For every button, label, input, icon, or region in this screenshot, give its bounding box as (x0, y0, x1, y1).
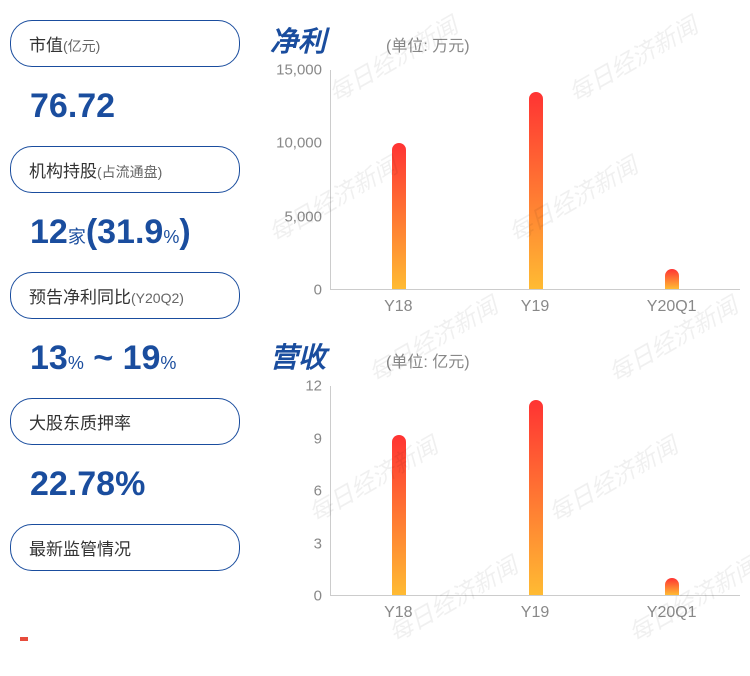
chart-title: 净利 (270, 20, 326, 60)
y-tick: 5,000 (284, 208, 322, 225)
chart-title: 营收 (270, 336, 326, 376)
stat-label: 预告净利同比 (29, 288, 131, 307)
stat-label: 最新监管情况 (29, 540, 131, 559)
y-tick: 12 (305, 378, 322, 395)
stat-value: 22.78% (10, 455, 240, 506)
stat-box-0: 市值(亿元) (10, 20, 240, 67)
y-tick: 9 (314, 430, 322, 447)
stat-label-sub: (亿元) (63, 38, 100, 54)
x-labels: Y18Y19Y20Q1 (330, 290, 740, 316)
stat-value: 12家(31.9%) (10, 203, 240, 254)
x-label: Y20Q1 (603, 298, 740, 316)
bar-2 (665, 269, 679, 289)
stat-label: 市值 (29, 36, 63, 55)
stat-value: 76.72 (10, 77, 240, 128)
y-tick: 10,000 (276, 135, 322, 152)
chart-header: 净利 (单位: 万元) (270, 20, 740, 60)
y-axis: 036912 (270, 386, 330, 596)
bar-1 (529, 92, 543, 289)
x-label: Y18 (330, 604, 467, 622)
bar-0 (392, 435, 406, 595)
bar-2 (665, 578, 679, 595)
chart-header: 营收 (单位: 亿元) (270, 336, 740, 376)
chart-area: 036912 (270, 386, 740, 596)
red-dash-marker (20, 637, 28, 641)
main-container: 市值(亿元) 76.72 机构持股(占流通盘) 12家(31.9%) 预告净利同比(Y2… (0, 0, 750, 662)
chart-unit: (单位: 万元) (386, 32, 470, 56)
chart-section-0: 净利 (单位: 万元) 0 5,000 10,000 15,000 Y18Y19Y20Q1 (270, 20, 740, 316)
stat-box-1: 机构持股(占流通盘) (10, 146, 240, 193)
x-label: Y20Q1 (603, 604, 740, 622)
y-tick: 15,000 (276, 62, 322, 79)
bar-1 (529, 400, 543, 595)
x-label: Y19 (467, 604, 604, 622)
plot-area (330, 386, 740, 596)
left-stats-panel: 市值(亿元) 76.72 机构持股(占流通盘) 12家(31.9%) 预告净利同比(Y2… (10, 20, 260, 642)
x-labels: Y18Y19Y20Q1 (330, 596, 740, 622)
stat-box-4: 最新监管情况 (10, 524, 240, 571)
y-tick: 0 (314, 282, 322, 299)
stat-value: 13% ~ 19% (10, 329, 240, 380)
plot-area (330, 70, 740, 290)
y-tick: 6 (314, 483, 322, 500)
y-axis: 05,00010,00015,000 (270, 70, 330, 290)
stat-box-2: 预告净利同比(Y20Q2) (10, 272, 240, 319)
stat-box-3: 大股东质押率 (10, 398, 240, 445)
x-label: Y18 (330, 298, 467, 316)
y-tick: 3 (314, 535, 322, 552)
stat-label-sub: (Y20Q2) (131, 290, 184, 306)
chart-section-1: 营收 (单位: 亿元) 0 3 6 9 12 Y18Y19Y20Q1 (270, 336, 740, 622)
stat-label: 大股东质押率 (29, 414, 131, 433)
stat-label-sub: (占流通盘) (97, 164, 162, 180)
x-label: Y19 (467, 298, 604, 316)
right-charts-panel: 净利(单位: 万元)05,00010,00015,000Y18Y19Y20Q1营… (260, 20, 740, 642)
bar-0 (392, 143, 406, 289)
chart-area: 05,00010,00015,000 (270, 70, 740, 290)
y-tick: 0 (314, 588, 322, 605)
chart-unit: (单位: 亿元) (386, 348, 470, 372)
stat-label: 机构持股 (29, 162, 97, 181)
